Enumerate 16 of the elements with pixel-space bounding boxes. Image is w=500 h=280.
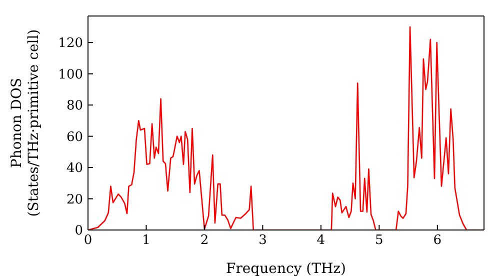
x-tick-label: 1 [142, 233, 150, 248]
y-tick-label: 60 [66, 130, 83, 145]
x-tick-label: 4 [316, 233, 326, 248]
y-tick-label: 120 [58, 36, 83, 52]
x-tick-label: 6 [433, 233, 442, 248]
y-tick-label: 20 [66, 192, 83, 208]
x-tick-label: 2 [200, 233, 209, 248]
x-tick-label: 0 [84, 233, 92, 248]
x-tick-label: 5 [375, 233, 384, 248]
x-tick-label: 3 [258, 233, 267, 248]
x-axis-title: Frequency (THz) [226, 261, 346, 277]
y-tick-label: 0 [74, 224, 83, 239]
y-tick-label: 40 [66, 161, 83, 176]
y-axis-title: Phonon DOS (States/THz·primitive cell) [9, 29, 42, 217]
y-tick-label: 80 [66, 98, 83, 114]
y-tick-label: 100 [58, 67, 83, 82]
